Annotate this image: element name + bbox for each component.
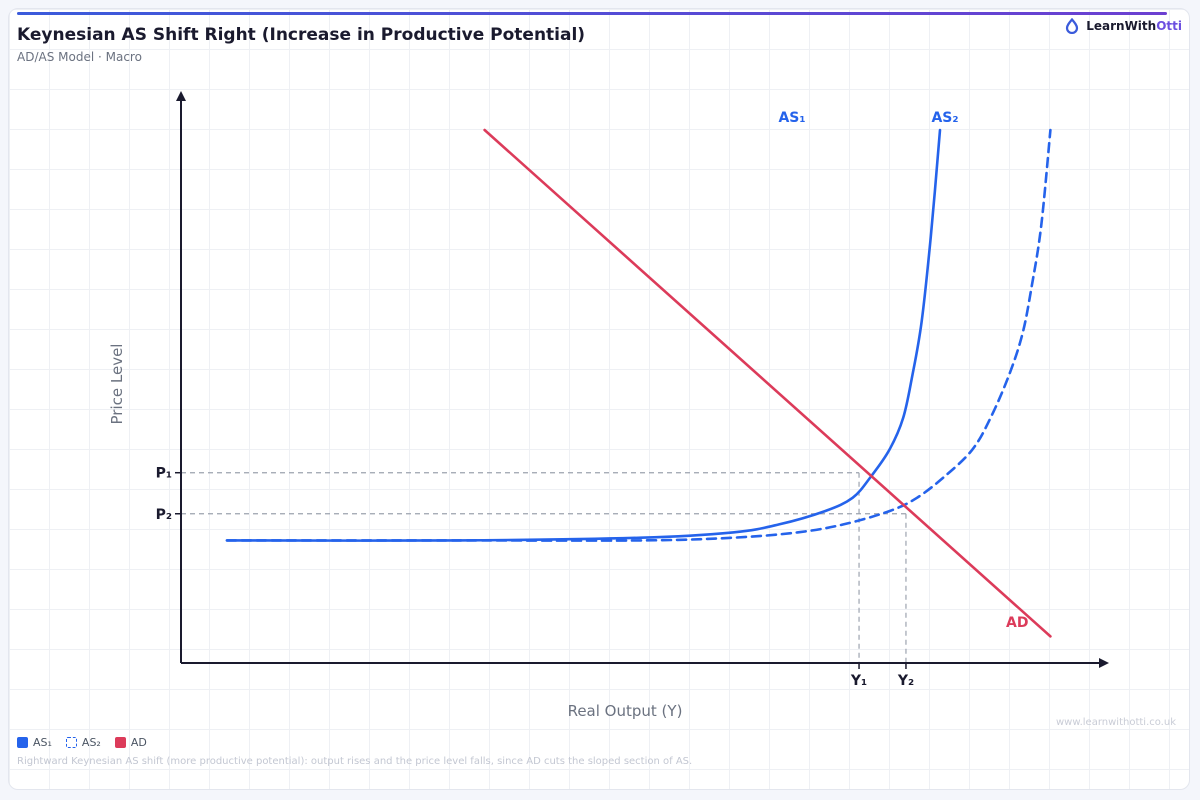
watermark-url[interactable]: www.learnwithotti.co.uk xyxy=(1055,717,1176,728)
as1-curve-label: AS₁ xyxy=(778,110,805,126)
legend-swatch-as2 xyxy=(65,737,77,748)
legend-item-ad[interactable]: AD xyxy=(114,736,147,749)
brand[interactable]: LearnWithOtti xyxy=(1064,18,1182,34)
legend-item-as2[interactable]: AS₂ xyxy=(65,736,101,749)
legend-item-as1[interactable]: AS₁ xyxy=(17,736,52,749)
legend: AS₁ AS₂ AD xyxy=(17,736,147,749)
chart-card xyxy=(8,8,1190,790)
output-tick-label: Y₁ xyxy=(850,673,867,689)
chart-title: Keynesian AS Shift Right (Increase in Pr… xyxy=(17,25,586,45)
output-tick-label: Y₂ xyxy=(897,673,914,689)
ad-curve-label: AD xyxy=(1006,615,1028,631)
equilibrium-guides xyxy=(181,472,907,663)
legend-swatch-ad xyxy=(114,737,126,748)
chart-subtitle: AD/AS Model · Macro xyxy=(17,50,142,64)
brand-name-part2: Otti xyxy=(1156,19,1182,33)
x-axis-label: Real Output (Y) xyxy=(568,702,683,720)
chart-caption: Rightward Keynesian AS shift (more produ… xyxy=(17,756,693,767)
otti-drop-logo-icon xyxy=(1066,18,1079,34)
labels: Real Output (Y) Price Level AS₁ AS₂ AD P… xyxy=(108,110,1028,720)
as2-curve-label: AS₂ xyxy=(931,110,958,126)
as2-curve xyxy=(225,128,1052,542)
legend-label-as1: AS₁ xyxy=(33,736,52,749)
ad-curve xyxy=(483,128,1052,638)
price-tick-label: P₂ xyxy=(156,507,172,523)
axes xyxy=(176,91,1109,668)
legend-swatch-as1 xyxy=(17,737,28,748)
accent-bar xyxy=(17,12,1167,15)
legend-label-as2: AS₂ xyxy=(81,736,101,749)
y-axis-label: Price Level xyxy=(108,344,126,425)
brand-name-part1: LearnWith xyxy=(1086,19,1157,33)
curves xyxy=(225,128,1052,638)
as1-curve xyxy=(225,128,942,542)
legend-label-ad: AD xyxy=(130,736,147,749)
price-tick-label: P₁ xyxy=(156,466,172,482)
